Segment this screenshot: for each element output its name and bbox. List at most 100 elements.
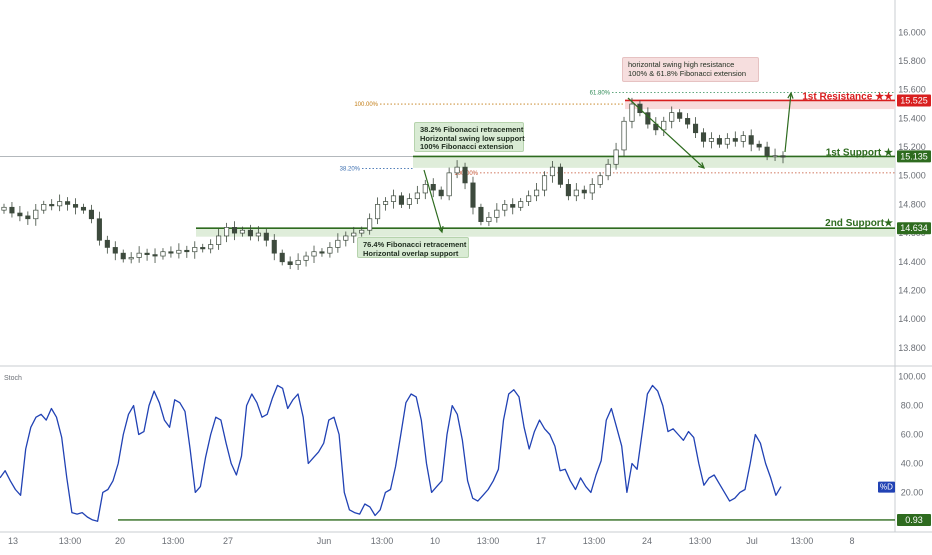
support2-level-name: 2nd Support★ bbox=[825, 218, 893, 229]
candle-body bbox=[772, 155, 778, 158]
candle-body bbox=[383, 201, 389, 205]
support1-price-tag-label: 15.135 bbox=[900, 151, 928, 161]
candle-body bbox=[661, 120, 667, 131]
support2-price-tag-label: 14.634 bbox=[900, 223, 928, 233]
candle-body bbox=[462, 166, 468, 184]
annotation-line: Horizontal swing low support bbox=[420, 133, 525, 143]
candle-body bbox=[549, 166, 556, 177]
stoch-d-line bbox=[0, 384, 782, 522]
price-tick-label: 14.200 bbox=[898, 285, 926, 295]
candle-body bbox=[573, 189, 579, 197]
candle-body bbox=[764, 146, 770, 157]
price-tick-label: 15.800 bbox=[898, 56, 926, 66]
price-tick-label: 15.400 bbox=[898, 113, 926, 123]
candle-body bbox=[581, 189, 587, 194]
candle-body bbox=[359, 229, 365, 234]
candle-body bbox=[136, 252, 142, 258]
candle-body bbox=[152, 254, 158, 257]
projection-arrow-up-head bbox=[787, 91, 794, 99]
candle-body bbox=[263, 232, 269, 241]
candle-body bbox=[311, 251, 317, 257]
candle-body bbox=[224, 227, 230, 237]
time-axis-label: Jul bbox=[746, 536, 758, 546]
projection-arrow-down-head bbox=[698, 162, 706, 169]
fib-level-label: 61.80% bbox=[590, 91, 611, 97]
candle-body bbox=[502, 204, 508, 211]
candle-body bbox=[351, 232, 357, 237]
time-axis-label: 13:00 bbox=[477, 536, 500, 546]
annotation-line: 100% Fibonacci extension bbox=[420, 142, 514, 151]
price-tick-label: 15.600 bbox=[898, 85, 926, 95]
candle-body bbox=[160, 251, 166, 257]
candle-body bbox=[510, 204, 516, 208]
stoch-title: Stoch bbox=[4, 375, 22, 382]
candle-body bbox=[629, 103, 635, 122]
candle-body bbox=[279, 252, 285, 263]
annotation-line: 76.4% Fibonacci retracement bbox=[363, 240, 467, 249]
support1-zone bbox=[413, 156, 895, 168]
candle-body bbox=[414, 192, 420, 200]
candle-body bbox=[247, 229, 253, 237]
candle-body bbox=[406, 198, 412, 205]
candle-body bbox=[724, 138, 730, 145]
price-tick-label: 14.400 bbox=[898, 257, 926, 267]
time-axis-label: 20 bbox=[115, 536, 125, 546]
projection-arrow-up bbox=[784, 92, 792, 153]
candle-body bbox=[216, 235, 222, 245]
time-axis-label: 17 bbox=[536, 536, 546, 546]
candle-body bbox=[287, 261, 293, 265]
price-tick-label: 15.000 bbox=[898, 171, 926, 181]
candle-body bbox=[422, 183, 428, 194]
candle-body bbox=[518, 201, 524, 208]
candle-body bbox=[104, 239, 110, 248]
support2-zone bbox=[196, 228, 895, 237]
price-tick-label: 16.000 bbox=[898, 27, 926, 37]
candle-body bbox=[343, 235, 349, 241]
fib764-annotation: 76.4% Fibonacci retracement Horizontal o… bbox=[357, 237, 469, 258]
support1-level-name: 1st Support ★ bbox=[826, 147, 893, 158]
candle-body bbox=[748, 135, 754, 145]
candle-body bbox=[716, 138, 722, 145]
candle-body bbox=[541, 175, 548, 191]
candle-body bbox=[756, 143, 762, 148]
stoch-legend-label: %D bbox=[880, 483, 893, 492]
projection-arrow-down bbox=[627, 97, 705, 169]
time-axis-label: 8 bbox=[849, 536, 854, 546]
candle-body bbox=[231, 227, 238, 234]
resistance-price-tag-label: 15.525 bbox=[900, 95, 928, 105]
candle-body bbox=[390, 195, 397, 202]
candle-body bbox=[430, 183, 436, 191]
candle-body bbox=[9, 206, 15, 214]
stoch-level-label: 0.93 bbox=[905, 515, 923, 525]
candle-body bbox=[526, 195, 532, 202]
candle-body bbox=[478, 206, 484, 222]
price-tick-label: 14.000 bbox=[898, 314, 926, 324]
candle-body bbox=[319, 251, 325, 254]
candle-body bbox=[693, 123, 699, 134]
time-axis-label: 24 bbox=[642, 536, 652, 546]
fib-level-label: 100.00% bbox=[354, 102, 378, 108]
swing-high-annotation: horizontal swing high resistance 100% & … bbox=[622, 57, 759, 82]
candle-body bbox=[669, 112, 675, 122]
candle-body bbox=[557, 166, 563, 185]
candle-body bbox=[685, 118, 691, 125]
candle-body bbox=[367, 218, 373, 231]
time-axis-label: 27 bbox=[223, 536, 233, 546]
candle-body bbox=[200, 247, 206, 250]
candle-body bbox=[534, 189, 540, 197]
candle-body bbox=[184, 249, 190, 253]
time-axis-label: 10 bbox=[430, 536, 440, 546]
candles-group bbox=[1, 97, 786, 270]
candle-body bbox=[454, 166, 460, 174]
stoch-tick-label: 40.00 bbox=[901, 458, 924, 468]
fib-arrow-down-head bbox=[437, 225, 444, 234]
fib-level-label: 38.20% bbox=[340, 167, 361, 173]
candle-body bbox=[49, 204, 55, 207]
candle-body bbox=[780, 155, 786, 158]
candle-body bbox=[80, 206, 87, 211]
time-axis-label: Jun bbox=[317, 536, 332, 546]
candle-body bbox=[375, 204, 381, 220]
